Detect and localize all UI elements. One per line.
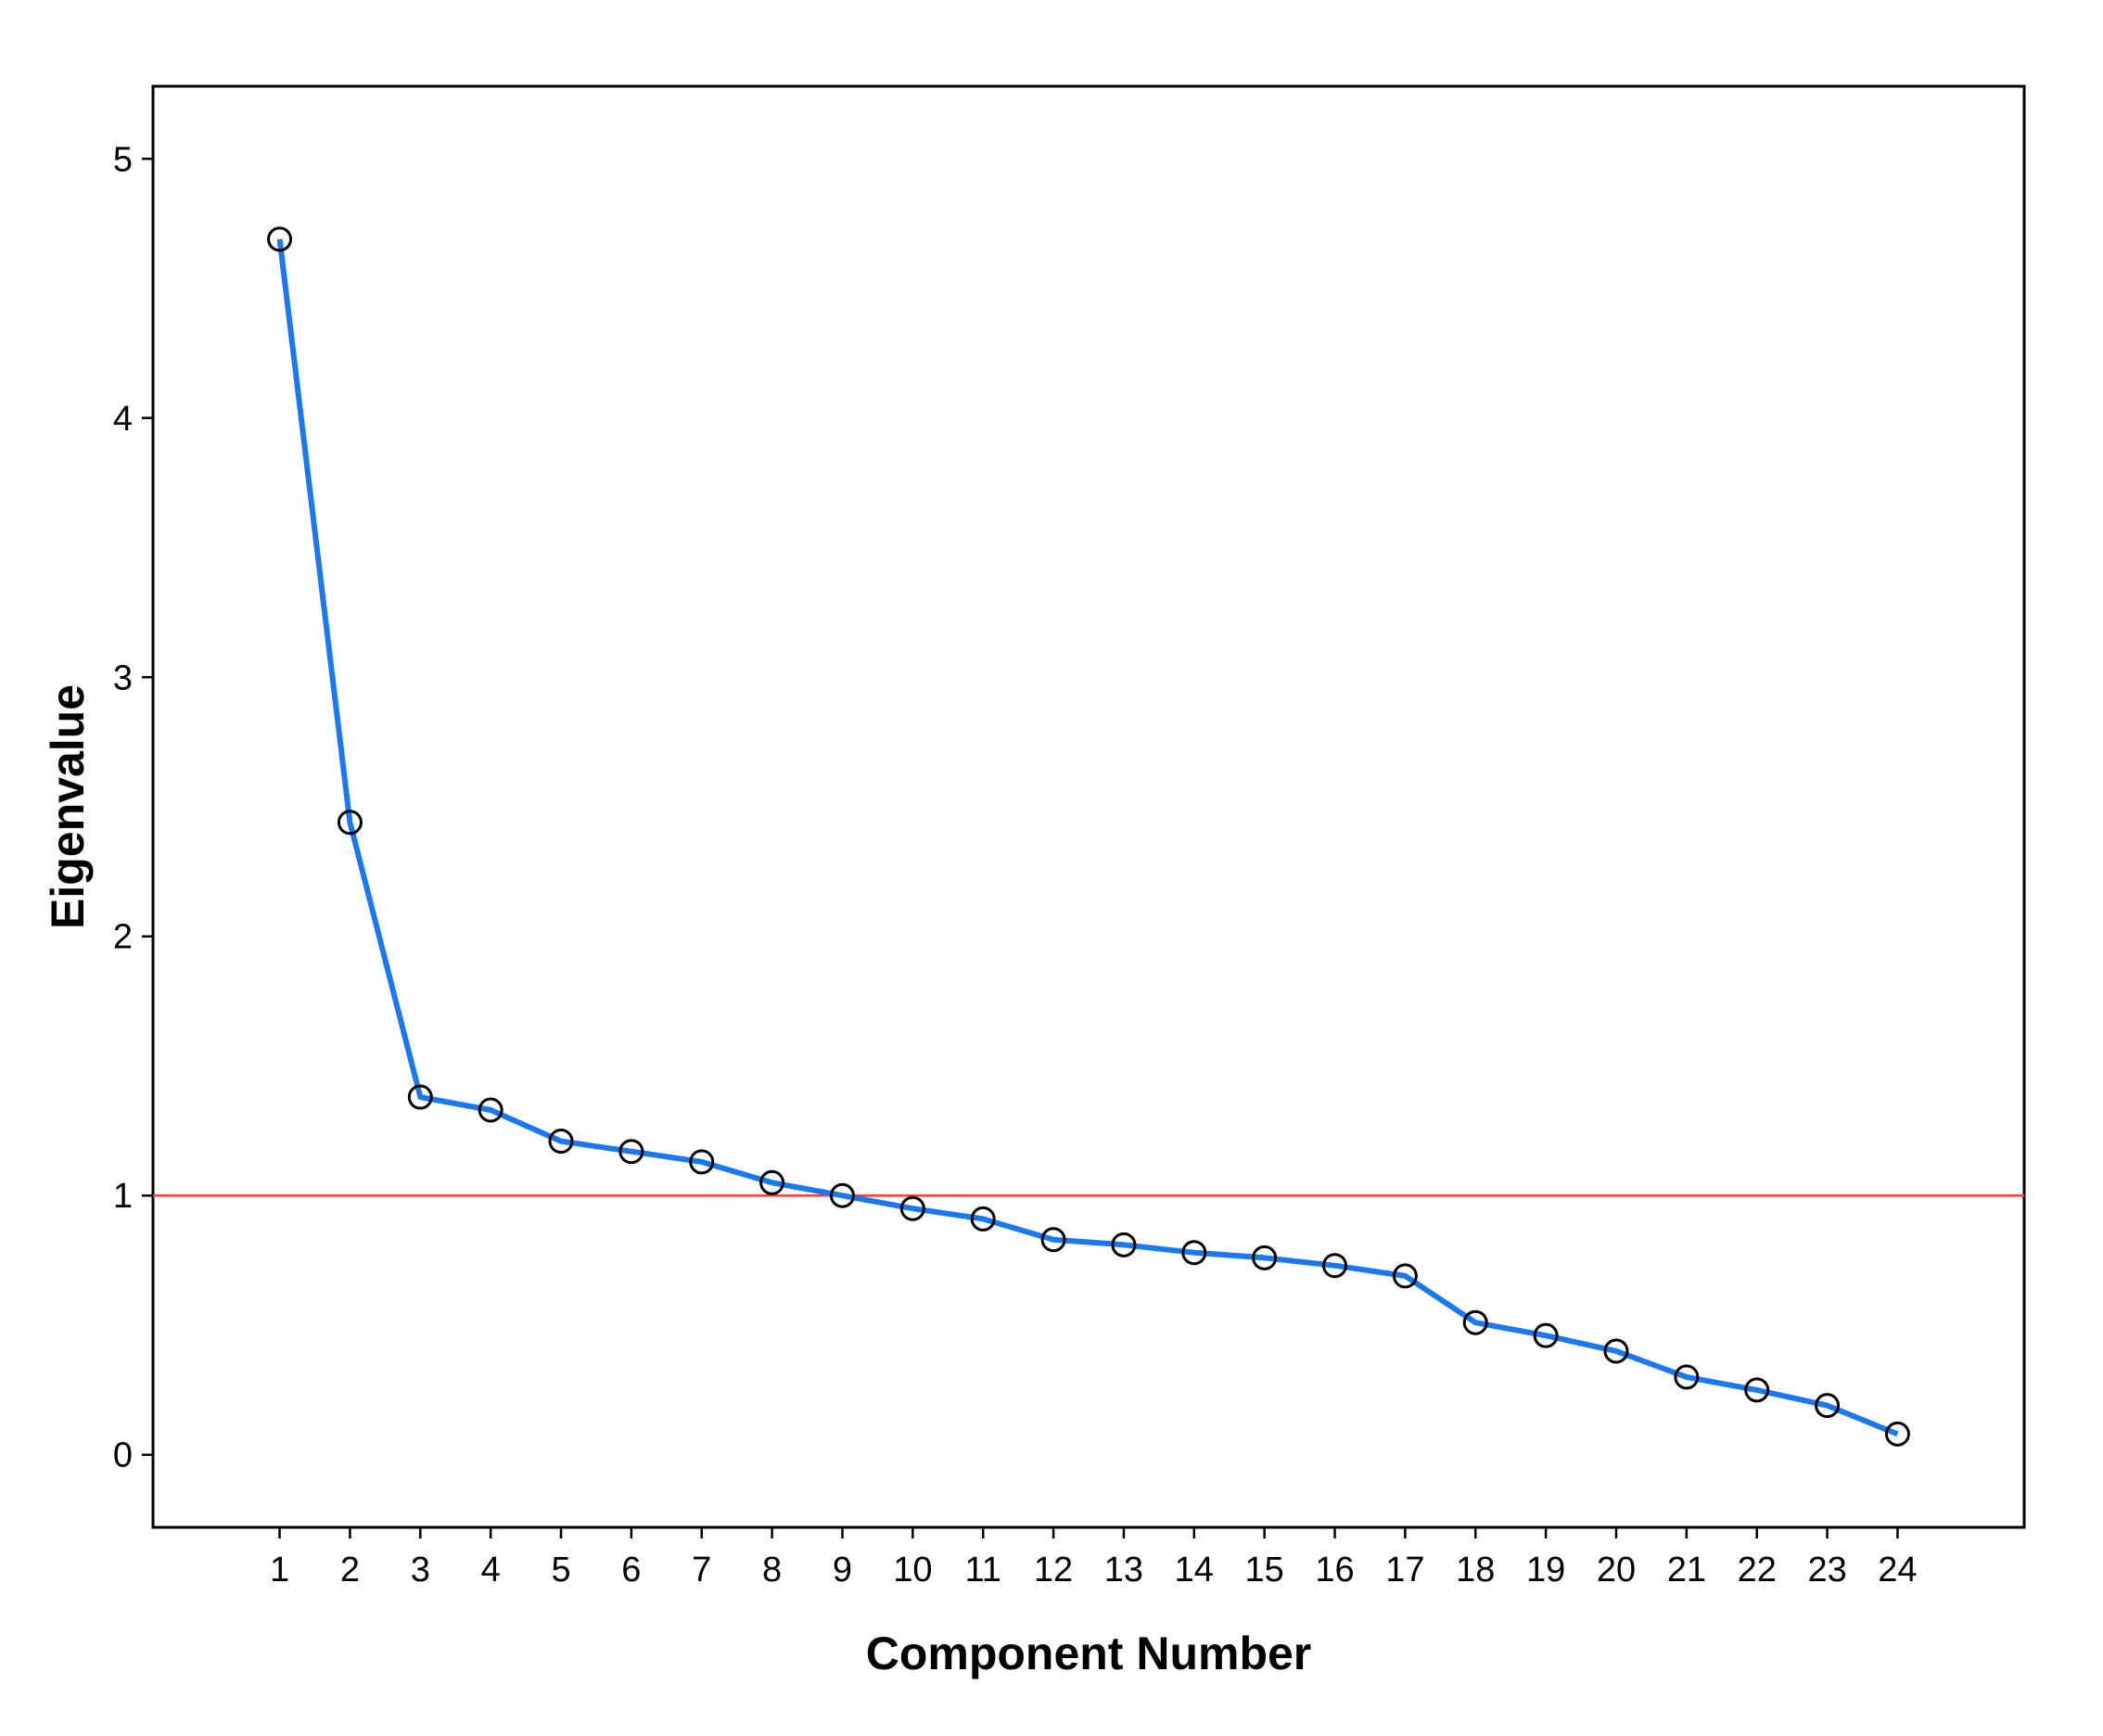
x-tick-label: 15 bbox=[1245, 1551, 1284, 1589]
data-point-marker bbox=[759, 1169, 785, 1195]
x-tick-label: 5 bbox=[551, 1551, 570, 1589]
data-point-marker bbox=[407, 1084, 433, 1110]
x-tick-label: 6 bbox=[621, 1551, 641, 1589]
y-tick-label: 3 bbox=[113, 658, 133, 697]
x-tick-label: 18 bbox=[1456, 1551, 1495, 1589]
y-tick-label: 5 bbox=[113, 140, 133, 179]
plot-area bbox=[151, 84, 2026, 1529]
y-tick-label: 2 bbox=[113, 918, 133, 957]
x-tick-label: 9 bbox=[833, 1551, 852, 1589]
x-tick-label: 3 bbox=[411, 1551, 430, 1589]
data-point-marker bbox=[899, 1195, 925, 1221]
x-tick-label: 13 bbox=[1104, 1551, 1143, 1589]
x-tick-label: 8 bbox=[762, 1551, 782, 1589]
data-point-marker bbox=[1462, 1309, 1488, 1335]
x-tick-label: 14 bbox=[1175, 1551, 1214, 1589]
data-point-marker bbox=[1674, 1364, 1700, 1390]
y-axis-title: Eigenvalue bbox=[42, 684, 94, 929]
x-tick-label: 7 bbox=[692, 1551, 711, 1589]
y-tick-label: 0 bbox=[113, 1436, 133, 1475]
data-point-marker bbox=[548, 1129, 574, 1155]
x-tick-label: 23 bbox=[1807, 1551, 1846, 1589]
x-tick-label: 2 bbox=[340, 1551, 360, 1589]
y-tick-label: 4 bbox=[113, 400, 133, 439]
x-tick-label: 17 bbox=[1385, 1551, 1424, 1589]
x-tick-label: 22 bbox=[1738, 1551, 1777, 1589]
x-tick-label: 1 bbox=[270, 1551, 289, 1589]
data-point-marker bbox=[1040, 1227, 1066, 1253]
data-point-marker bbox=[1322, 1253, 1348, 1279]
data-point-marker bbox=[1392, 1263, 1418, 1289]
x-tick-label: 10 bbox=[893, 1551, 932, 1589]
data-point-marker bbox=[829, 1182, 855, 1208]
data-point-marker bbox=[337, 810, 363, 836]
data-point-marker bbox=[1815, 1393, 1841, 1419]
marker-layer bbox=[267, 226, 1910, 1447]
x-axis: 1 2 3 4 5 6 7 8 9 10 11 12 13 14 15 16 17 18 19 20 21 22 23 24 bbox=[270, 1527, 1918, 1589]
data-point-marker bbox=[478, 1097, 503, 1123]
x-tick-label: 21 bbox=[1667, 1551, 1706, 1589]
data-point-marker bbox=[1744, 1377, 1770, 1403]
x-tick-label: 20 bbox=[1597, 1551, 1636, 1589]
x-tick-label: 24 bbox=[1878, 1551, 1917, 1589]
y-tick-label: 1 bbox=[113, 1177, 133, 1216]
x-tick-label: 4 bbox=[481, 1551, 501, 1589]
data-point-marker bbox=[618, 1139, 644, 1165]
data-point-marker bbox=[1252, 1245, 1278, 1270]
data-point-marker bbox=[1533, 1322, 1559, 1348]
data-point-marker bbox=[1111, 1232, 1137, 1257]
y-axis: 0 1 2 3 4 5 bbox=[113, 140, 153, 1475]
x-tick-label: 19 bbox=[1526, 1551, 1565, 1589]
data-point-marker bbox=[1181, 1240, 1207, 1266]
data-point-marker bbox=[1603, 1338, 1629, 1364]
x-tick-label: 12 bbox=[1034, 1551, 1073, 1589]
data-point-marker bbox=[1884, 1421, 1910, 1447]
data-point-marker bbox=[970, 1206, 996, 1232]
x-tick-label: 16 bbox=[1315, 1551, 1354, 1589]
data-point-marker bbox=[267, 226, 293, 252]
x-tick-label: 11 bbox=[964, 1551, 1001, 1589]
x-axis-title: Component Number bbox=[866, 1628, 1312, 1679]
data-point-marker bbox=[689, 1149, 715, 1175]
